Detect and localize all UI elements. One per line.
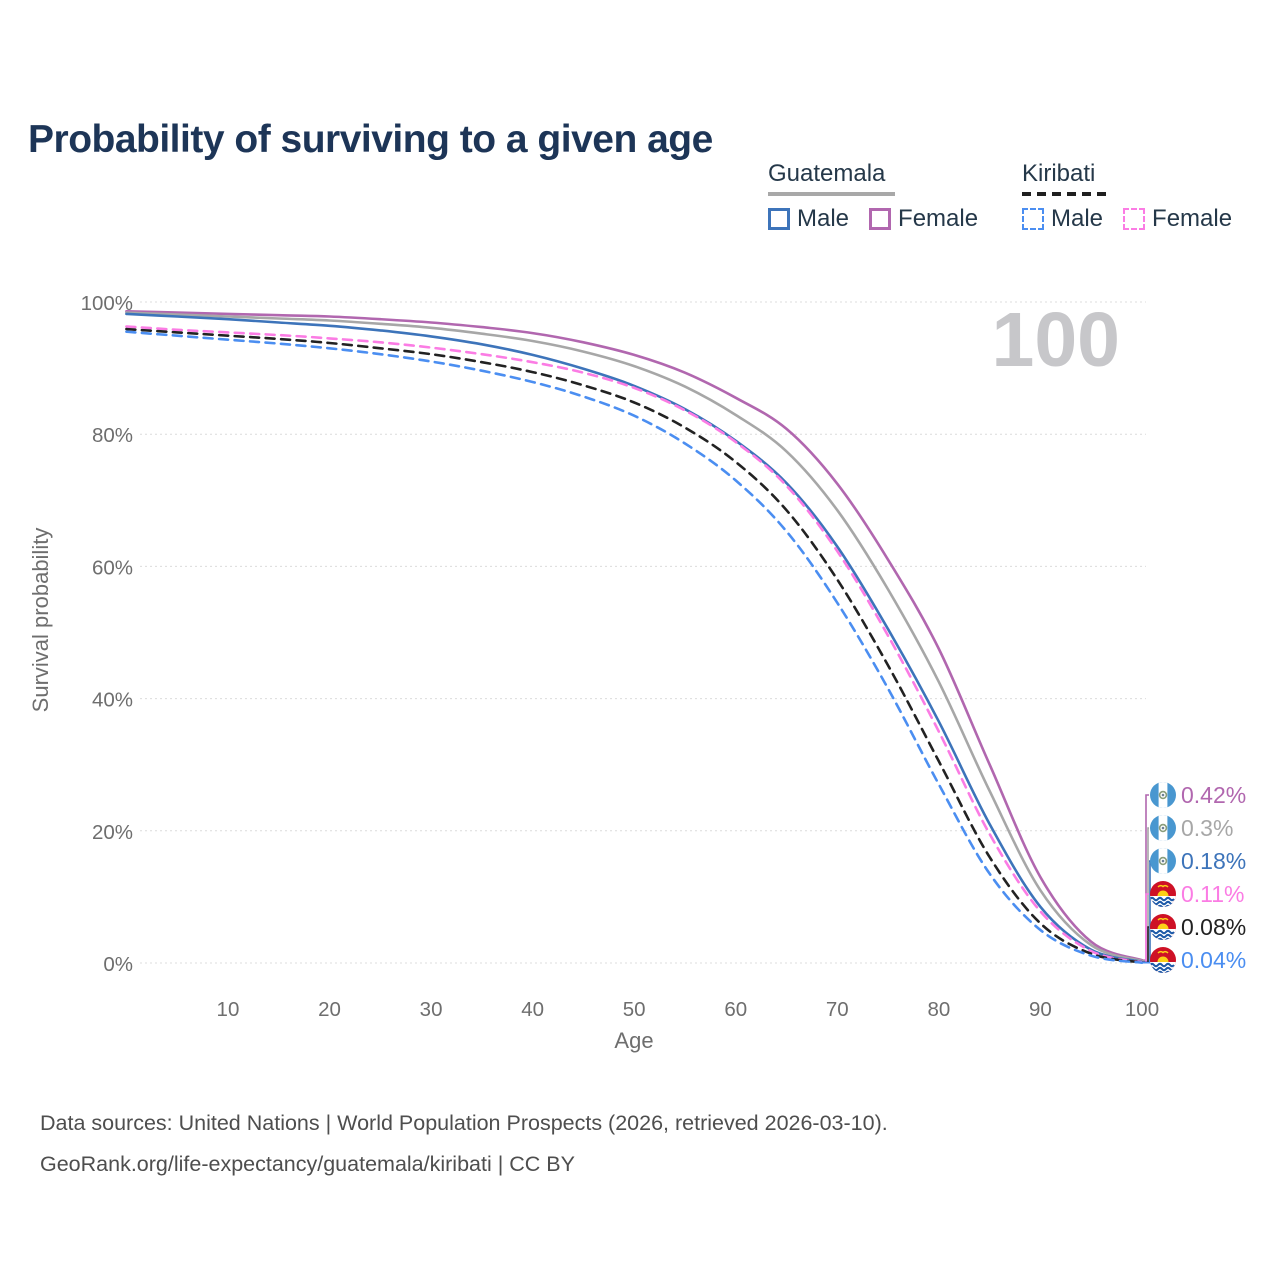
legend-item-kiribati-male[interactable]: Male — [1022, 205, 1103, 233]
kiribati-flag-icon — [1150, 914, 1176, 941]
gridlines — [140, 301, 1146, 964]
legend-item-guatemala-female[interactable]: Female — [869, 205, 978, 233]
x-tick-60: 60 — [724, 998, 747, 1021]
y-tick-40%: 40% — [92, 689, 133, 712]
y-tick-100%: 100% — [81, 292, 133, 315]
x-tick-100: 100 — [1125, 998, 1159, 1021]
line-guatemala[interactable] — [125, 311, 1144, 963]
legend-group-guatemala: Guatemala Male Female — [768, 160, 978, 233]
x-tick-30: 30 — [420, 998, 443, 1021]
guatemala-flag-icon — [1150, 782, 1176, 808]
x-axis-title: Age — [614, 1028, 653, 1053]
x-tick-80: 80 — [927, 998, 950, 1021]
series-lines — [125, 310, 1144, 964]
y-axis-title: Survival probability — [28, 528, 53, 713]
legend-header-guatemala[interactable]: Guatemala — [768, 160, 886, 187]
x-tick-10: 10 — [217, 998, 240, 1021]
swatch-guatemala-female — [869, 208, 892, 230]
end-label-value: 0.3% — [1181, 815, 1233, 841]
x-tick-20: 20 — [318, 998, 341, 1021]
end-label-value: 0.42% — [1181, 782, 1246, 808]
end-label-value: 0.04% — [1181, 947, 1246, 973]
legend-header-kiribati[interactable]: Kiribati — [1022, 160, 1096, 187]
end-label-value: 0.08% — [1181, 914, 1246, 940]
line-kiribati[interactable] — [125, 327, 1144, 964]
hover-age-watermark: 100 — [992, 297, 1120, 383]
swatch-kiribati-male — [1022, 208, 1044, 230]
legend-underline-kiribati-dashed — [1022, 192, 1106, 196]
x-tick-90: 90 — [1029, 998, 1052, 1021]
end-label-kiribati[interactable]: 0.08% — [1142, 914, 1246, 964]
line-kiribati-male[interactable] — [125, 330, 1144, 964]
page-title: Probability of surviving to a given age — [28, 118, 713, 162]
series-end-labels: 0.42% 0.3% 0.18% 0.11% 0.08% 0.04% — [1142, 782, 1246, 974]
y-tick-60%: 60% — [92, 556, 133, 579]
end-label-value: 0.18% — [1181, 848, 1246, 874]
legend-label-kiribati-male: Male — [1051, 205, 1104, 232]
legend-group-kiribati: Kiribati Male Female — [1022, 160, 1232, 233]
end-label-connector — [1142, 959, 1151, 964]
guatemala-flag-icon — [1150, 848, 1176, 874]
line-guatemala-female[interactable] — [125, 310, 1144, 962]
footer-attribution: GeoRank.org/life-expectancy/guatemala/ki… — [40, 1152, 575, 1176]
y-tick-0%: 0% — [103, 953, 133, 976]
x-axis-tick-labels: 10 20 30 40 50 60 70 80 90 100 — [217, 998, 1160, 1021]
swatch-guatemala-male — [768, 208, 790, 230]
kiribati-flag-icon — [1150, 881, 1176, 908]
kiribati-flag-icon — [1150, 947, 1176, 974]
y-tick-80%: 80% — [92, 424, 133, 447]
end-label-guatemala-male[interactable]: 0.18% — [1142, 848, 1246, 963]
swatch-kiribati-female — [1123, 208, 1146, 230]
legend-label-guatemala-female: Female — [898, 205, 979, 232]
x-tick-50: 50 — [623, 998, 646, 1021]
guatemala-flag-icon — [1150, 815, 1176, 841]
x-tick-40: 40 — [521, 998, 544, 1021]
line-guatemala-male[interactable] — [125, 312, 1144, 964]
legend-label-kiribati-female: Female — [1152, 205, 1233, 232]
x-tick-70: 70 — [826, 998, 849, 1021]
footer-sources: Data sources: United Nations | World Pop… — [40, 1111, 888, 1135]
legend-item-kiribati-female[interactable]: Female — [1123, 205, 1232, 233]
line-kiribati-female[interactable] — [125, 325, 1144, 964]
end-label-kiribati-male[interactable]: 0.04% — [1142, 947, 1246, 974]
y-axis-tick-labels: 0% 20% 40% 60% 80% 100% — [81, 292, 133, 976]
footer: Data sources: United Nations | World Pop… — [40, 1103, 888, 1185]
end-label-value: 0.11% — [1181, 881, 1245, 907]
end-label-guatemala-female[interactable]: 0.42% — [1142, 782, 1246, 961]
y-tick-20%: 20% — [92, 821, 133, 844]
legend-label-guatemala-male: Male — [797, 205, 850, 232]
legend-item-guatemala-male[interactable]: Male — [768, 205, 849, 233]
legend-underline-guatemala-solid — [768, 192, 895, 196]
